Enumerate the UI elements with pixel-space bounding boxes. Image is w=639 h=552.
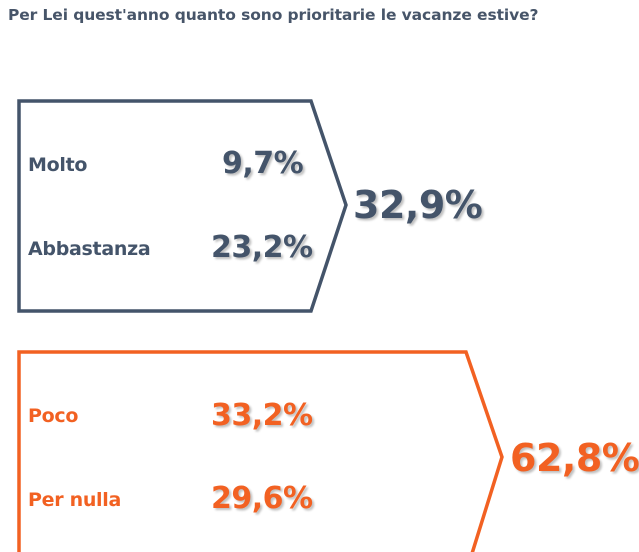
value-per-nulla: 29,6% xyxy=(211,481,313,516)
total-dark: 32,9% xyxy=(353,183,483,227)
value-abbastanza: 23,2% xyxy=(211,230,313,265)
value-molto: 9,7% xyxy=(222,146,304,181)
label-abbastanza: Abbastanza xyxy=(28,238,151,260)
total-orange: 62,8% xyxy=(510,436,639,480)
value-poco: 33,2% xyxy=(211,398,313,433)
label-poco: Poco xyxy=(28,405,79,427)
label-per-nulla: Per nulla xyxy=(28,489,121,511)
label-molto: Molto xyxy=(28,154,88,176)
question-title: Per Lei quest'anno quanto sono prioritar… xyxy=(8,6,539,24)
orange-group-arrow-box xyxy=(17,350,504,552)
dark-group-arrow-box xyxy=(17,99,348,313)
